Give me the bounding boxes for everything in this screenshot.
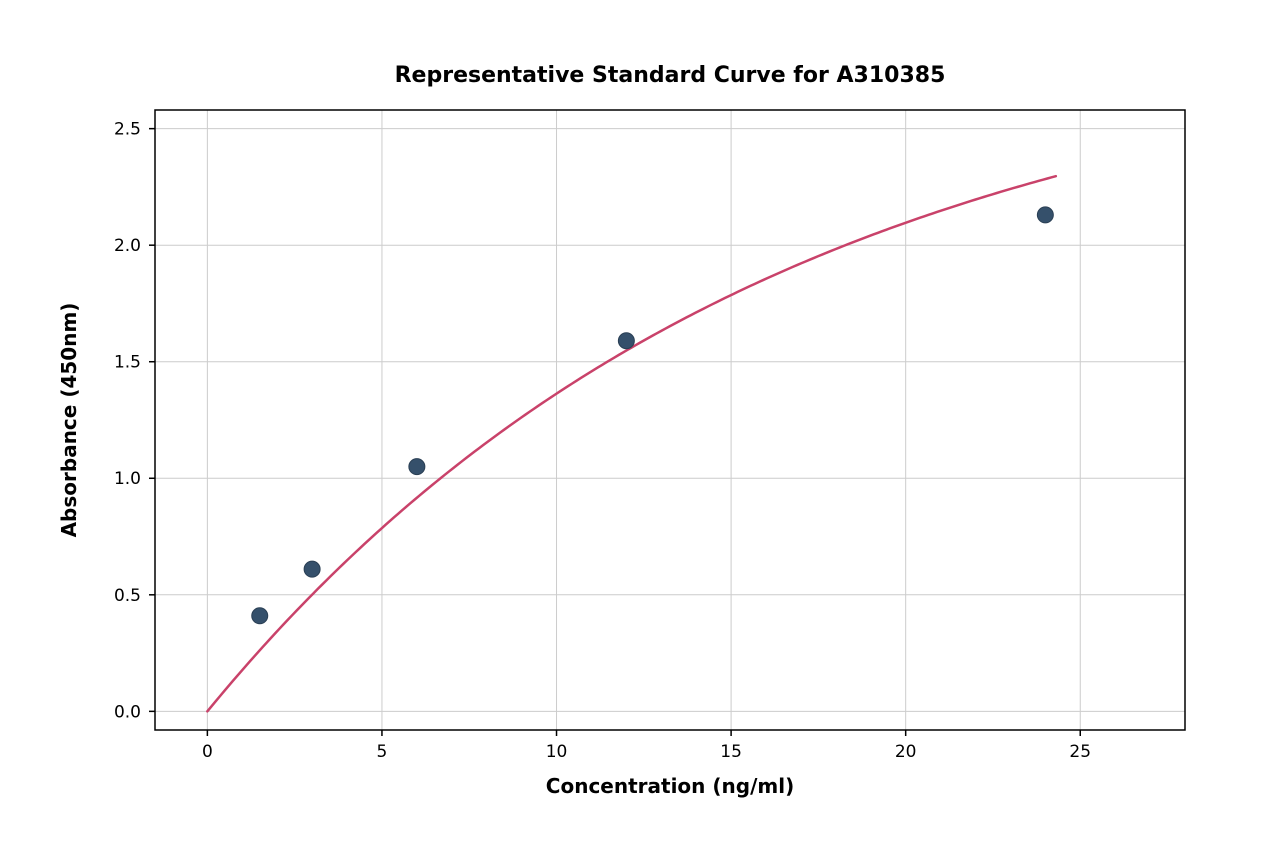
data-point — [304, 561, 320, 577]
y-tick-label: 1.0 — [114, 469, 141, 489]
x-tick-label: 15 — [720, 742, 742, 762]
x-tick-label: 25 — [1069, 742, 1091, 762]
y-tick-label: 0.5 — [114, 586, 141, 606]
x-tick-label: 0 — [202, 742, 213, 762]
data-point — [1037, 207, 1053, 223]
y-ticks — [149, 129, 155, 712]
x-tick-label: 5 — [377, 742, 388, 762]
chart-container: 0 5 10 15 20 25 0.0 0.5 1.0 1.5 2.0 2.5 Representa… — [0, 0, 1280, 845]
y-tick-label: 2.5 — [114, 120, 141, 140]
x-axis-label: Concentration (ng/ml) — [546, 774, 794, 798]
y-tick-label: 1.5 — [114, 353, 141, 373]
standard-curve-chart: 0 5 10 15 20 25 0.0 0.5 1.0 1.5 2.0 2.5 Representa… — [0, 0, 1280, 845]
y-tick-labels: 0.0 0.5 1.0 1.5 2.0 2.5 — [114, 120, 141, 723]
x-ticks — [207, 730, 1080, 736]
data-point — [618, 333, 634, 349]
y-tick-label: 0.0 — [114, 702, 141, 722]
chart-title: Representative Standard Curve for A31038… — [395, 63, 946, 88]
y-axis-label: Absorbance (450nm) — [57, 303, 81, 538]
y-tick-label: 2.0 — [114, 236, 141, 256]
data-point — [252, 608, 268, 624]
data-point — [409, 459, 425, 475]
x-tick-label: 10 — [546, 742, 568, 762]
x-tick-labels: 0 5 10 15 20 25 — [202, 742, 1091, 762]
x-tick-label: 20 — [895, 742, 917, 762]
plot-background — [155, 110, 1185, 730]
